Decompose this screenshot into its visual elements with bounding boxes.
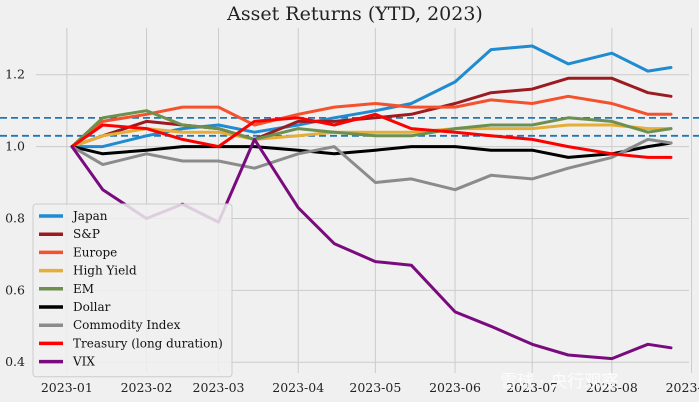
series-line-europe	[70, 94, 673, 149]
x-tick-label: 2023-01	[41, 380, 93, 395]
series-line-em	[70, 109, 673, 149]
y-tick-label: 0.6	[5, 282, 25, 297]
x-tick-label: 2023-04	[272, 380, 324, 395]
legend-label-s-p: S&P	[73, 227, 100, 241]
series-line-s-p	[70, 76, 673, 149]
grid	[36, 28, 693, 373]
legend: Japan S&P Europe High Yield EM Dollar Commodit…	[32, 203, 233, 378]
y-tick-label: 0.4	[5, 354, 25, 369]
x-tick-label: 2023-09	[666, 380, 699, 395]
chart-title: Asset Returns (YTD, 2023)	[226, 3, 483, 25]
y-axis-ticks: 0.4 0.6 0.8 1.0 1.2	[5, 67, 25, 370]
series-line-treasury-long-duration	[70, 112, 673, 159]
x-tick-label: 2023-06	[429, 380, 481, 395]
x-tick-label: 2023-03	[193, 380, 245, 395]
x-tick-label: 2023-08	[586, 380, 638, 395]
series-line-dollar	[70, 141, 673, 159]
legend-label-europe: Europe	[73, 245, 117, 259]
y-tick-label: 0.8	[5, 210, 25, 225]
legend-label-em: EM	[73, 282, 94, 296]
legend-label-high-yield: High Yield	[73, 264, 137, 278]
legend-label-japan: Japan	[71, 209, 108, 223]
legend-label-vix: VIX	[72, 355, 95, 369]
legend-label-treasury-long-duration: Treasury (long duration)	[73, 336, 223, 350]
legend-box	[32, 203, 233, 378]
y-tick-label: 1.0	[5, 139, 25, 154]
watermark-text: 雪球 · 央行观察	[500, 372, 618, 392]
x-tick-label: 2023-02	[121, 380, 173, 395]
x-tick-label: 2023-07	[506, 380, 558, 395]
x-axis-ticks: 2023-01 2023-02 2023-03 2023-04 2023-05 2023-…	[41, 380, 699, 395]
series-line-commodity-index	[70, 137, 673, 192]
x-tick-label: 2023-05	[349, 380, 401, 395]
legend-label-commodity-index: Commodity Index	[73, 318, 181, 332]
legend-label-dollar: Dollar	[73, 300, 111, 314]
y-tick-label: 1.2	[5, 67, 25, 82]
series-line-high-yield	[70, 123, 673, 149]
